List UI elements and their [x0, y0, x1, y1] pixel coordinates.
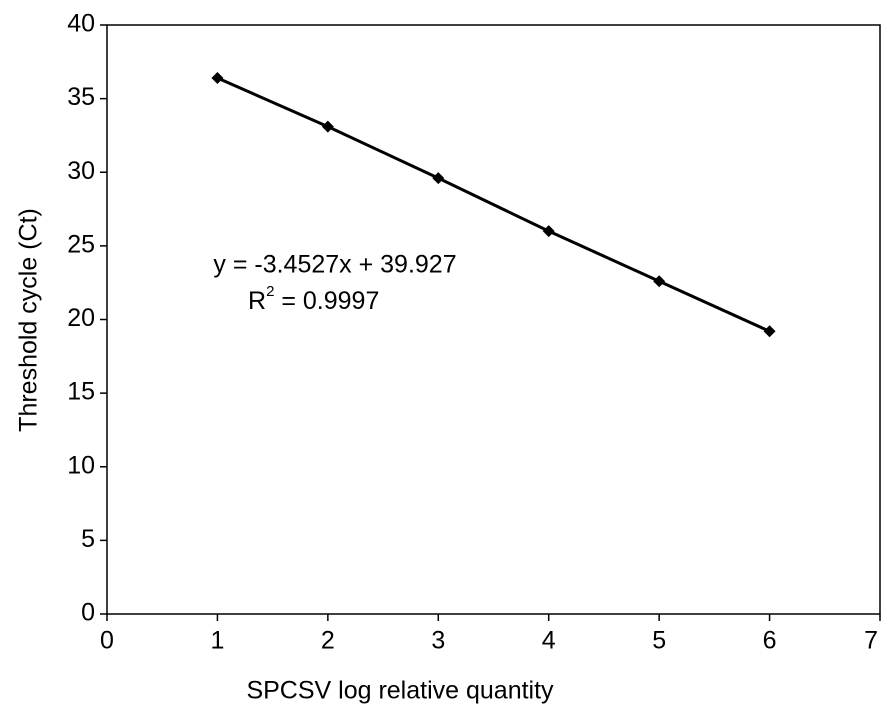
data-point	[432, 172, 445, 185]
x-axis-label: SPCSV log relative quantity	[246, 677, 554, 705]
data-point	[542, 225, 555, 238]
x-tick-label: 3	[431, 627, 445, 655]
r-squared: R2 = 0.9997	[248, 283, 379, 315]
x-tick-label: 2	[321, 627, 335, 655]
r-squared-sup: 2	[266, 283, 274, 300]
trend-line	[216, 76, 771, 333]
y-tick-label: 5	[81, 525, 95, 553]
y-tick-label: 10	[67, 451, 95, 479]
y-tick-label: 40	[67, 10, 95, 38]
x-tick-label: 5	[652, 627, 666, 655]
y-tick-label: 35	[67, 83, 95, 111]
r-squared-base: R	[248, 287, 266, 315]
y-tick-label: 15	[67, 378, 95, 406]
x-tick-label: 4	[542, 627, 556, 655]
x-tick-label: 6	[763, 627, 777, 655]
y-tick-label: 25	[67, 230, 95, 258]
data-point	[321, 120, 334, 133]
y-tick-label: 0	[81, 599, 95, 627]
x-tick-label: 7	[864, 627, 878, 655]
x-tick-label: 1	[210, 627, 224, 655]
x-tick-label: 0	[100, 627, 114, 655]
y-axis-label: Threshold cycle (Ct)	[15, 208, 43, 432]
y-tick-label: 20	[67, 304, 95, 332]
data-point	[211, 72, 224, 85]
r-squared-value: = 0.9997	[274, 287, 379, 315]
data-point	[653, 275, 666, 288]
plot-frame	[106, 24, 881, 615]
data-point	[763, 325, 776, 338]
y-tick-label: 30	[67, 157, 95, 185]
trendline-equation: y = -3.4527x + 39.927	[213, 251, 456, 279]
